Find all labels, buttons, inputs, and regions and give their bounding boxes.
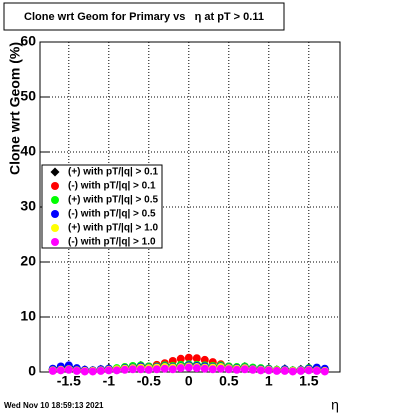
y-tick-label: 30 [20,198,36,214]
data-point [208,365,217,374]
data-point [136,365,145,374]
data-point [296,366,305,375]
data-point [200,364,209,373]
x-tick-label: -0.5 [137,373,161,389]
x-tick-label: -1.5 [57,373,81,389]
data-point [128,365,137,374]
data-point [152,365,161,374]
x-tick-label: -1 [103,373,116,389]
y-tick-label: 0 [28,363,36,379]
data-point [144,365,153,374]
chart-title: Clone wrt Geom for Primary vs η at pT > … [24,11,264,23]
legend-marker [51,238,59,246]
data-point [200,355,209,364]
data-point [248,365,257,374]
legend-marker [51,224,59,232]
x-tick-label: 0.5 [219,373,239,389]
data-point [280,366,289,375]
x-tick-label: 0 [185,373,193,389]
y-tick-label: 20 [20,253,36,269]
data-point [160,364,169,373]
legend-marker [51,210,59,218]
data-point [168,365,177,374]
y-tick-label: 60 [20,33,36,49]
data-point [240,365,249,374]
legend-label: (+) with pT/|q| > 1.0 [68,223,158,234]
y-axis-label: Clone wrt Geom (%) [7,42,23,175]
data-point [56,366,65,375]
legend-label: (+) with pT/|q| > 0.5 [68,195,158,206]
data-point [176,354,185,363]
data-point [256,366,265,375]
legend-label: (-) with pT/|q| > 0.5 [68,209,156,220]
x-tick-label: 1.5 [299,373,319,389]
data-point [64,365,73,374]
data-point [72,366,81,375]
legend-marker [51,196,59,204]
data-point [192,364,201,373]
data-point [264,366,273,375]
data-point [272,366,281,375]
x-axis-label: η [331,397,339,413]
data-point [176,364,185,373]
data-point [304,366,313,375]
legend-marker [50,167,60,177]
legend-box [41,164,163,249]
data-point [120,365,129,374]
y-tick-label: 40 [20,143,36,159]
data-point [112,366,121,375]
y-tick-label: 10 [20,308,36,324]
data-point [320,367,329,376]
footer: Wed Nov 10 18:59:13 2021 [4,401,104,410]
data-point [192,354,201,363]
x-tick-label: 1 [265,373,273,389]
legend-label: (+) with pT/|q| > 0.1 [68,167,158,178]
legend-marker [51,182,59,190]
title-box [3,2,285,31]
data-point [224,365,233,374]
legend-label: (-) with pT/|q| > 1.0 [68,237,156,248]
data-point [88,367,97,376]
data-point [216,364,225,373]
data-point [184,353,193,362]
data-point [184,363,193,372]
legend-label: (-) with pT/|q| > 0.1 [68,181,156,192]
y-tick-label: 50 [20,88,36,104]
data-point [48,366,57,375]
data-point [96,366,105,375]
data-point [80,367,89,376]
data-point [288,367,297,376]
data-point [312,366,321,375]
data-point [232,365,241,374]
data-point [104,366,113,375]
